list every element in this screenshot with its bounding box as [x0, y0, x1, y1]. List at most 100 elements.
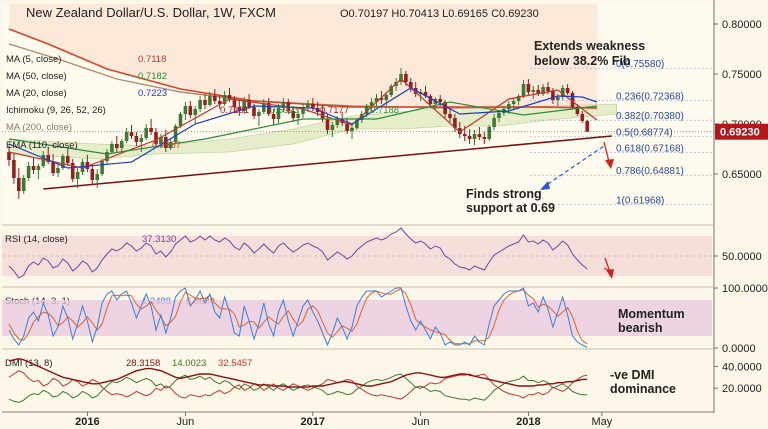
- candle-body: [516, 96, 521, 101]
- candle-body: [217, 101, 222, 104]
- last-price-label: 0.69230: [720, 127, 760, 139]
- time-tick-label: 2018: [516, 416, 540, 428]
- candle-body: [276, 108, 281, 119]
- candle-body: [75, 172, 80, 179]
- candle-body: [541, 87, 545, 94]
- time-tick-label: May: [592, 416, 613, 428]
- candle-body: [124, 132, 129, 141]
- annotation-dmi-line: dominance: [610, 382, 676, 396]
- time-tick-label: Jun: [412, 416, 430, 428]
- candle-body: [404, 74, 408, 82]
- candle-body: [119, 141, 124, 148]
- annotation-momentum-line: bearish: [618, 321, 662, 335]
- annotation-extends-weakness-line: Extends weakness: [534, 39, 645, 53]
- candle-body: [242, 100, 246, 111]
- candle-body: [252, 107, 256, 116]
- candle-body: [41, 155, 46, 166]
- candle-body: [438, 99, 442, 102]
- ma-legend-name: MA (50, close): [6, 71, 67, 82]
- candle-body: [232, 99, 237, 107]
- annotation-support-line: Finds strong: [466, 187, 542, 201]
- dmi-tick-label: 40.0000: [722, 361, 762, 373]
- dmi-value: 14.0023: [172, 358, 206, 369]
- candle-body: [575, 107, 580, 114]
- candle-body: [492, 118, 496, 127]
- ichimoku-legend-name: Ichimoku (9, 26, 52, 26): [6, 105, 106, 116]
- candle-body: [580, 114, 585, 121]
- candle-body: [134, 136, 139, 142]
- dmi-tick-label: 20.0000: [722, 383, 762, 395]
- candle-body: [340, 119, 344, 123]
- candle-body: [12, 160, 16, 178]
- candle-body: [129, 132, 134, 136]
- dmi-adx-line: [8, 358, 588, 388]
- candle-body: [262, 103, 266, 112]
- ma-line: [8, 78, 598, 169]
- candle-body: [497, 113, 501, 118]
- candle-body: [399, 74, 403, 82]
- candle-body: [306, 104, 310, 107]
- candle-body: [115, 144, 119, 148]
- fib-label: 0.5(0.68774): [616, 127, 673, 138]
- stoch-tick-label: 0.0000: [722, 343, 756, 355]
- candle-body: [154, 132, 158, 144]
- annotation-dmi-line: -ve DMI: [610, 368, 654, 382]
- dmi-value: 28.3158: [126, 358, 160, 369]
- dmi-plus-line: [8, 373, 588, 403]
- candle-body: [144, 128, 148, 138]
- candle-body: [61, 156, 65, 168]
- ichimoku-legend-value: 0.7181: [220, 105, 249, 116]
- candle-body: [21, 178, 26, 191]
- dmi-pane: 40.0000 20.0000 DMI (13, 8) 28.3158 14.0023 3…: [2, 348, 762, 403]
- support-trendline: [43, 135, 612, 190]
- rsi-value: 37.3130: [142, 234, 176, 245]
- candle-body: [531, 90, 536, 92]
- candle-body: [507, 104, 511, 109]
- candle-body: [213, 96, 217, 101]
- candle-body: [536, 90, 540, 94]
- stoch-d-line: [8, 288, 588, 345]
- candle-body: [51, 162, 55, 173]
- last-price-tag: [715, 123, 768, 140]
- stoch-k-line: [8, 287, 588, 348]
- candle-body: [325, 119, 330, 130]
- candle-body: [360, 114, 364, 120]
- price-tick-label: 0.75000: [722, 69, 762, 81]
- candle-body: [551, 91, 555, 100]
- indicator-legend: MA (5, close) 0.7118 MA (50, close) 0.7182 M…: [6, 54, 399, 151]
- candle-body: [487, 127, 491, 139]
- candle-body: [477, 134, 482, 137]
- fib-label: 1(0.61968): [616, 195, 664, 206]
- fib-label: 0.382(0.70380): [616, 111, 684, 122]
- candle-body: [467, 136, 472, 139]
- candle-body: [521, 84, 526, 96]
- support-arrowhead: [540, 181, 550, 190]
- ma200-legend-name: MA (200, close): [6, 122, 72, 133]
- candle-body: [409, 82, 413, 88]
- stoch-tick-label: 100.0000: [722, 283, 768, 295]
- candle-body: [355, 120, 359, 128]
- ema-110-line: [8, 28, 598, 109]
- candle-body: [178, 114, 183, 126]
- candle-body: [271, 114, 276, 119]
- candle-body: [168, 142, 173, 148]
- candle-body: [369, 102, 374, 106]
- rsi-label: RSI (14, close): [5, 234, 68, 245]
- ma-legend-value: 0.7182: [138, 71, 167, 82]
- candle-body: [296, 114, 300, 118]
- candle-body: [423, 92, 428, 96]
- candle-body: [428, 96, 433, 104]
- price-tick-label: 0.65000: [722, 169, 762, 181]
- candle-body: [56, 168, 60, 173]
- candle-body: [335, 119, 340, 125]
- fib-label: 0.618(0.67168): [616, 143, 684, 154]
- fib-label: 0.786(0.64881): [616, 166, 684, 177]
- candle-body: [364, 106, 369, 114]
- ma-line: [8, 87, 598, 169]
- candle-body: [70, 163, 75, 179]
- candle-body: [36, 166, 41, 170]
- annotation-support-line: support at 0.69: [466, 201, 555, 215]
- ma-legend-value: 0.7118: [138, 54, 166, 65]
